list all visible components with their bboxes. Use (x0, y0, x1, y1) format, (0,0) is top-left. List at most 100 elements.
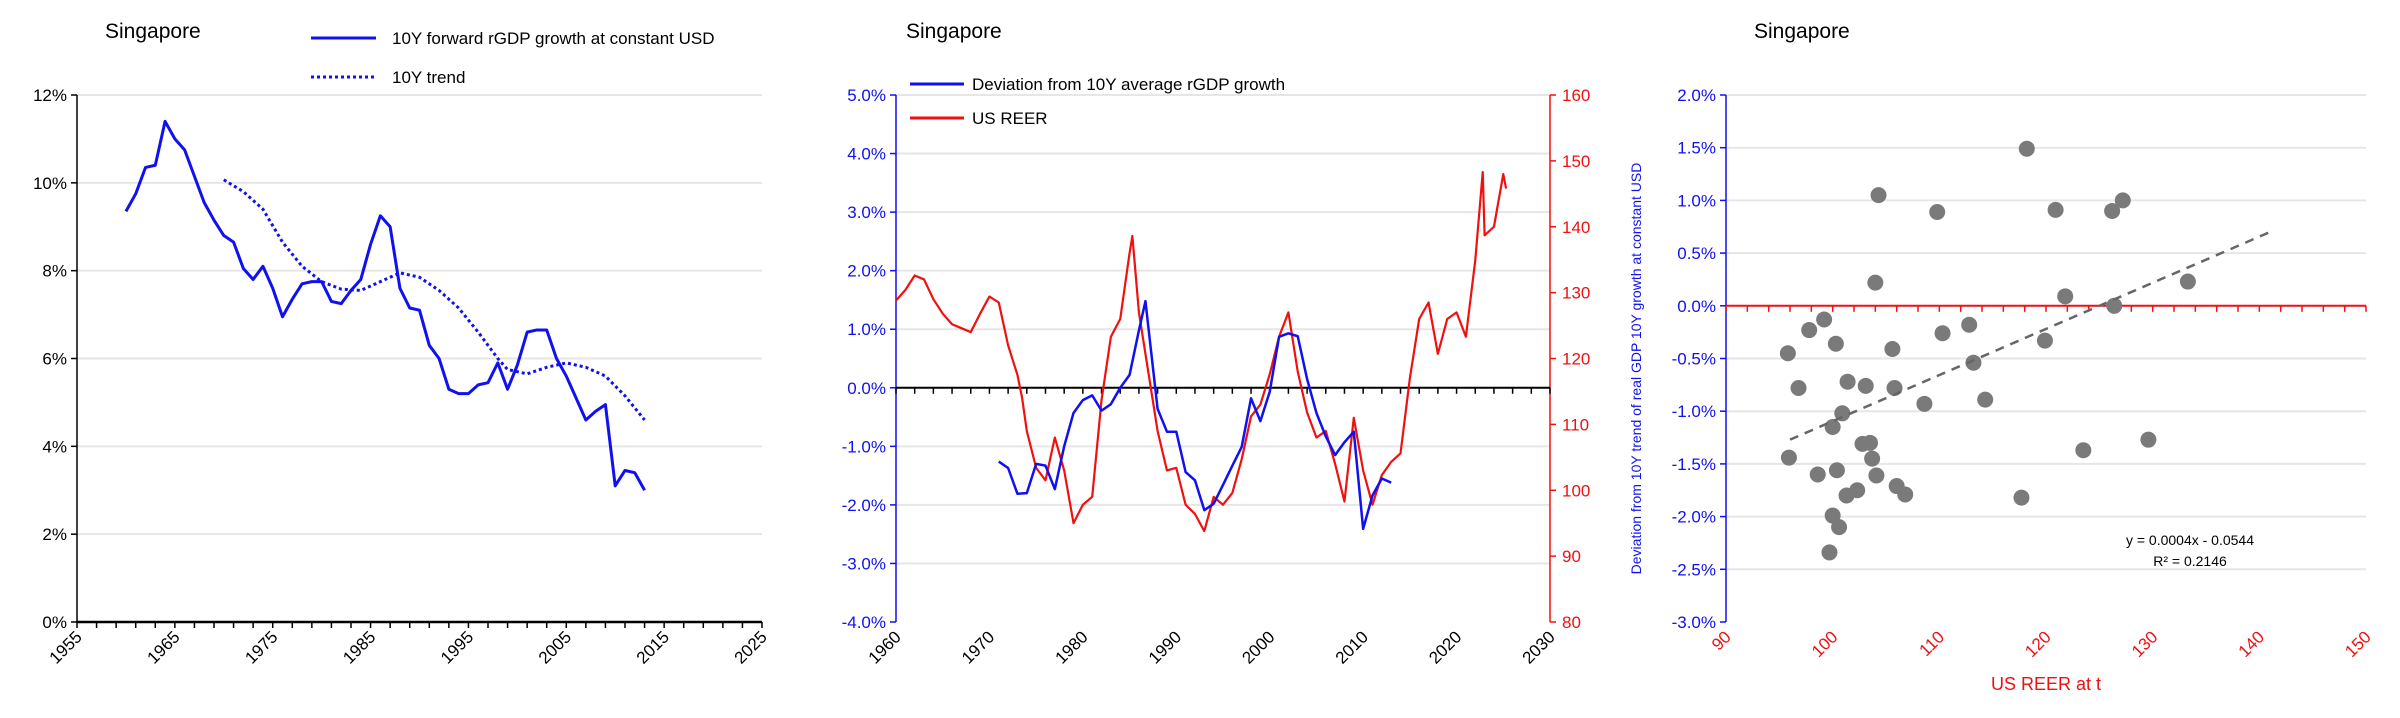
x-tick-label: 1960 (865, 627, 905, 667)
y-tick-label: 0.5% (1677, 244, 1716, 263)
x-tick-label: 1955 (46, 627, 86, 667)
x-tick-label: 1980 (1052, 627, 1092, 667)
y2-tick-label: 130 (1562, 284, 1590, 303)
scatter-point (1831, 519, 1848, 536)
y-tick-label: 2.0% (847, 262, 886, 281)
chart-title: Singapore (906, 20, 1002, 43)
scatter-point (2106, 297, 2123, 314)
scatter-point (1834, 405, 1851, 422)
scatter-point (2114, 192, 2131, 209)
y-tick-label: 2% (42, 525, 67, 544)
y-tick-label: 10% (33, 174, 67, 193)
y-axis-title: Deviation from 10Y trend of real GDP 10Y… (1628, 163, 1644, 575)
x-tick-label: 100 (1808, 627, 1841, 660)
x-tick-label: 1975 (241, 627, 281, 667)
scatter-point (2018, 140, 2035, 157)
scatter-point (1827, 335, 1844, 352)
y-tick-label: -1.0% (1672, 402, 1716, 421)
y-tick-label: 2.0% (1677, 86, 1716, 105)
scatter-point (1824, 419, 1841, 436)
legend-label: US REER (972, 109, 1048, 128)
scatter-point (1916, 395, 1933, 412)
trendline-equation: y = 0.0004x - 0.0544 (2126, 532, 2254, 548)
x-tick-label: 130 (2128, 627, 2161, 660)
scatter-point (1965, 354, 1982, 371)
scatter-point (1816, 311, 1833, 328)
scatter-point (1780, 449, 1797, 466)
x-tick-label: 2025 (731, 627, 771, 667)
scatter-point (2140, 431, 2157, 448)
chart-3-scatter: -3.0% -2.5% -2.0% -1.5% -1.0% -0.5% 0.0% 0.5% 1.… (1628, 20, 2375, 694)
y-tick-label: 4.0% (847, 145, 886, 164)
y-tick-label: 0.0% (1677, 297, 1716, 316)
scatter-point (2179, 273, 2196, 290)
y-tick-label: -1.0% (842, 437, 886, 456)
y-tick-label: -0.5% (1672, 350, 1716, 369)
x-tick-label: 1995 (437, 627, 477, 667)
y-tick-label: -2.0% (842, 496, 886, 515)
legend-label: 10Y trend (392, 68, 465, 87)
x-tick-label: 2030 (1519, 627, 1559, 667)
y2-tick-label: 110 (1562, 415, 1589, 434)
legend-label: Deviation from 10Y average rGDP growth (972, 75, 1285, 94)
scatter-point (1809, 466, 1826, 483)
series-line-trend (223, 178, 646, 421)
x-tick-label: 1965 (144, 627, 184, 667)
scatter-point (1961, 316, 1978, 333)
x-tick-label: 1970 (958, 627, 998, 667)
y-tick-label: -3.0% (1672, 613, 1716, 632)
scatter-point (2075, 442, 2092, 459)
scatter-point (1849, 482, 1866, 499)
y-tick-label: 0% (42, 613, 67, 632)
y-tick-label: -3.0% (842, 554, 886, 573)
y2-tick-label: 80 (1562, 613, 1581, 632)
chart-title: Singapore (105, 20, 201, 43)
x-tick-label: 2005 (535, 627, 575, 667)
scatter-point (1779, 345, 1796, 362)
y-tick-label: 0.0% (847, 379, 886, 398)
x-axis-title: US REER at t (1991, 674, 2101, 694)
y-tick-label: -2.0% (1672, 508, 1716, 527)
trendline-r2: R² = 0.2146 (2153, 553, 2227, 569)
x-tick-label: 1985 (339, 627, 379, 667)
y2-tick-label: 150 (1562, 152, 1590, 171)
trendline (1789, 230, 2271, 441)
x-tick-label: 140 (2235, 627, 2268, 660)
y-tick-label: 1.0% (847, 320, 886, 339)
x-tick-label: 2020 (1425, 627, 1465, 667)
y2-tick-label: 140 (1562, 218, 1590, 237)
y2-tick-label: 100 (1562, 481, 1590, 500)
scatter-point (1870, 187, 1887, 204)
scatter-point (2057, 288, 2074, 305)
scatter-point (1868, 467, 1885, 484)
scatter-point (2036, 332, 2053, 349)
scatter-point (1801, 322, 1818, 339)
legend-label: 10Y forward rGDP growth at constant USD (392, 29, 715, 48)
x-tick-label: 2015 (633, 627, 673, 667)
x-tick-label: 110 (1916, 627, 1949, 660)
y-tick-label: 1.5% (1677, 139, 1716, 158)
y-tick-label: 6% (42, 350, 67, 369)
chart-1-line: 0% 2% 4% 6% 8% 10% 12% 1955 1965 1975 1985 1995 2005… (33, 20, 771, 668)
scatter-point (1821, 544, 1838, 561)
y-tick-label: -4.0% (842, 613, 886, 632)
y-tick-label: -2.5% (1672, 560, 1716, 579)
y-tick-label: 3.0% (847, 203, 886, 222)
y-tick-label: 5.0% (847, 86, 886, 105)
scatter-point (1864, 450, 1881, 467)
scatter-point (2047, 201, 2064, 218)
y2-tick-label: 120 (1562, 350, 1590, 369)
x-tick-label: 150 (2341, 627, 2374, 660)
y-tick-label: 4% (42, 437, 67, 456)
chart-2-dual-axis: -4.0% -3.0% -2.0% -1.0% 0.0% 1.0% 2.0% 3.0% 4.0%… (842, 20, 1591, 668)
y-tick-label: 1.0% (1677, 191, 1716, 210)
x-tick-label: 2010 (1332, 627, 1372, 667)
scatter-point (1862, 434, 1878, 451)
scatter-point (1884, 341, 1901, 358)
y-tick-label: 12% (33, 86, 67, 105)
scatter-point (1897, 486, 1914, 503)
series-line-deviation (998, 299, 1392, 531)
scatter-point (1867, 274, 1884, 291)
scatter-point (2104, 202, 2121, 219)
